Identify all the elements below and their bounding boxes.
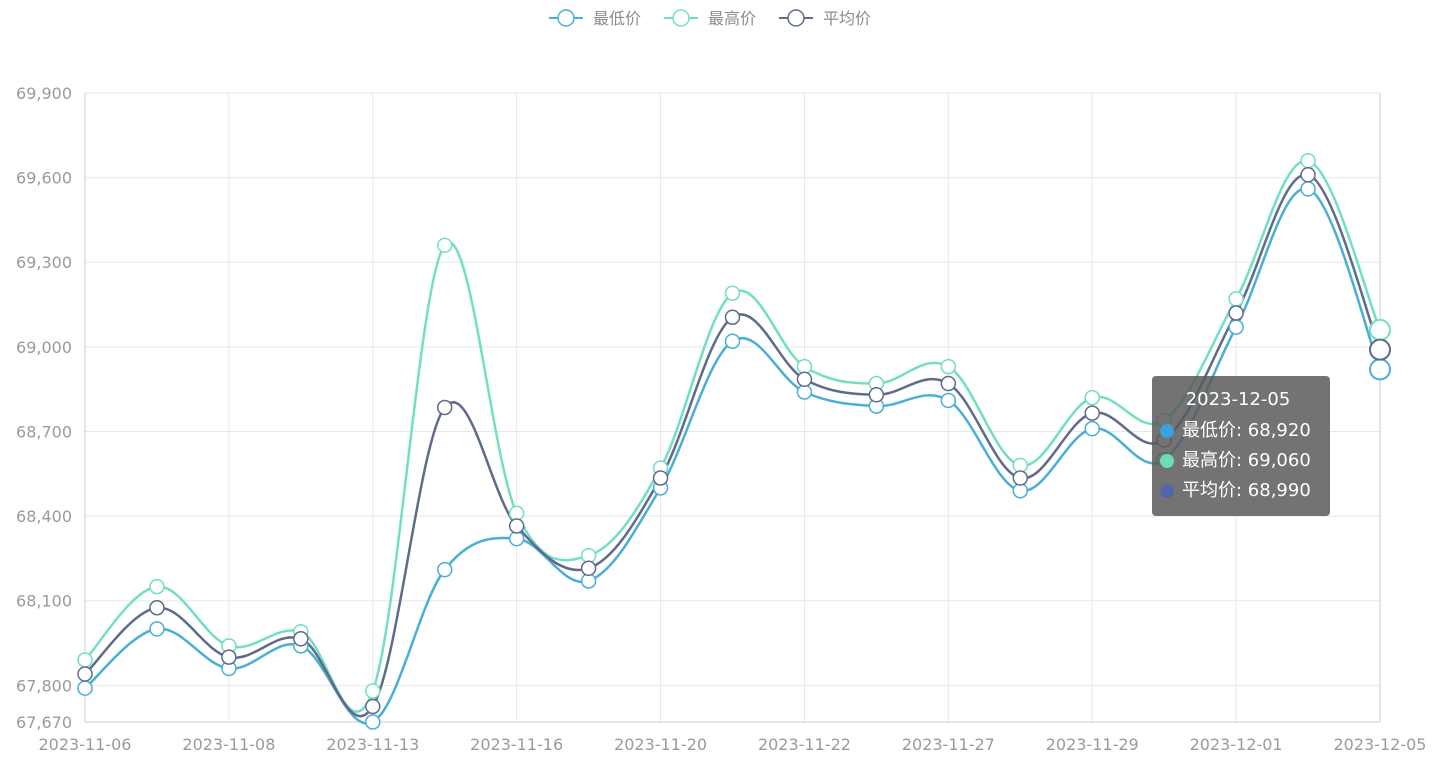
data-point[interactable] <box>365 683 381 699</box>
legend-label: 平均价 <box>823 9 871 28</box>
data-point[interactable] <box>436 237 453 254</box>
data-point[interactable] <box>1228 305 1244 321</box>
tooltip-title: 2023-12-05 <box>1185 389 1291 410</box>
data-point[interactable] <box>724 333 741 349</box>
tooltip: 2023-12-05 最低价: 68,920 最高价: 69,060 平均价: … <box>1152 376 1330 516</box>
data-point[interactable] <box>940 392 957 409</box>
y-tick-label: 67,800 <box>16 676 72 695</box>
x-tick-label: 2023-12-01 <box>1190 735 1283 754</box>
x-tick-label: 2023-11-06 <box>39 735 132 754</box>
y-tick-label: 68,100 <box>16 592 72 611</box>
y-tick-label: 69,600 <box>16 169 72 188</box>
x-tick-label: 2023-11-20 <box>614 735 707 754</box>
data-point[interactable] <box>77 652 93 668</box>
legend-item-2[interactable]: 平均价 <box>779 9 871 28</box>
x-tick-label: 2023-11-27 <box>902 735 995 754</box>
data-point[interactable] <box>365 714 381 730</box>
data-point[interactable] <box>1084 389 1100 406</box>
series-points <box>77 152 1391 730</box>
y-tick-label: 67,670 <box>16 713 72 732</box>
y-tick-label: 69,300 <box>16 253 72 272</box>
data-point[interactable] <box>796 358 813 375</box>
x-tick-label: 2023-12-05 <box>1334 735 1427 754</box>
data-point[interactable] <box>436 399 453 416</box>
data-point[interactable] <box>149 621 165 637</box>
tooltip-row-high-label: 最高价: 69,060 <box>1182 450 1311 471</box>
data-point[interactable] <box>1012 457 1029 474</box>
series-dot-icon <box>1160 424 1174 438</box>
data-point[interactable] <box>293 631 309 647</box>
data-point[interactable] <box>1228 291 1244 307</box>
data-point[interactable] <box>1084 405 1100 421</box>
axes: 67,670 67,800 68,100 68,400 68,700 69,000 69,3… <box>16 84 1426 754</box>
data-point[interactable] <box>149 600 165 616</box>
data-point[interactable] <box>221 649 237 665</box>
data-point[interactable] <box>1369 358 1391 381</box>
legend-item-1[interactable]: 最高价 <box>664 9 756 28</box>
data-point[interactable] <box>436 561 453 578</box>
data-point[interactable] <box>940 375 957 392</box>
data-point[interactable] <box>1084 420 1100 437</box>
legend-marker-icon <box>672 9 690 27</box>
tooltip-row-avg: 平均价: 68,990 <box>1152 476 1330 506</box>
data-point[interactable] <box>1300 152 1316 169</box>
data-point[interactable] <box>1300 167 1316 183</box>
data-point[interactable] <box>1012 482 1029 499</box>
x-tick-label: 2023-11-16 <box>470 735 563 754</box>
y-tick-label: 69,900 <box>16 84 72 103</box>
data-point[interactable] <box>508 505 525 522</box>
data-point[interactable] <box>652 470 669 486</box>
x-tick-label: 2023-11-22 <box>758 735 851 754</box>
data-point[interactable] <box>508 518 525 534</box>
data-point[interactable] <box>508 530 525 547</box>
legend-label: 最低价 <box>593 9 641 28</box>
data-point[interactable] <box>724 285 741 302</box>
x-tick-label: 2023-11-08 <box>182 735 275 754</box>
legend[interactable]: 最低价 最高价 平均价 <box>549 9 871 28</box>
y-tick-label: 68,400 <box>16 507 72 526</box>
legend-item-0[interactable]: 最低价 <box>549 9 641 28</box>
data-point[interactable] <box>1300 181 1316 197</box>
y-tick-label: 69,000 <box>16 338 72 357</box>
legend-marker-icon <box>557 9 575 27</box>
data-point[interactable] <box>724 309 741 325</box>
data-point[interactable] <box>868 387 885 403</box>
series-dot-icon <box>1160 454 1174 468</box>
data-point[interactable] <box>77 666 93 682</box>
data-point[interactable] <box>77 680 93 696</box>
tooltip-row-avg-label: 平均价: 68,990 <box>1182 480 1311 501</box>
data-point[interactable] <box>1012 470 1029 486</box>
data-point[interactable] <box>1369 338 1391 361</box>
data-point[interactable] <box>580 573 597 589</box>
data-point[interactable] <box>1228 319 1244 335</box>
tooltip-row-low: 最低价: 68,920 <box>1152 416 1330 446</box>
x-tick-label: 2023-11-29 <box>1046 735 1139 754</box>
series-dot-icon <box>1160 484 1174 498</box>
legend-marker-icon <box>787 9 805 27</box>
y-tick-label: 68,700 <box>16 422 72 441</box>
data-point[interactable] <box>365 698 381 715</box>
data-point[interactable] <box>580 560 597 577</box>
data-point[interactable] <box>149 578 165 595</box>
data-point[interactable] <box>796 371 813 388</box>
tooltip-row-high: 最高价: 69,060 <box>1152 446 1330 476</box>
data-point[interactable] <box>1369 318 1391 341</box>
tooltip-row-low-label: 最低价: 68,920 <box>1182 420 1311 441</box>
x-tick-label: 2023-11-13 <box>326 735 419 754</box>
data-point[interactable] <box>940 358 957 375</box>
data-point[interactable] <box>580 547 597 564</box>
legend-label: 最高价 <box>708 9 756 28</box>
data-point[interactable] <box>796 384 813 400</box>
